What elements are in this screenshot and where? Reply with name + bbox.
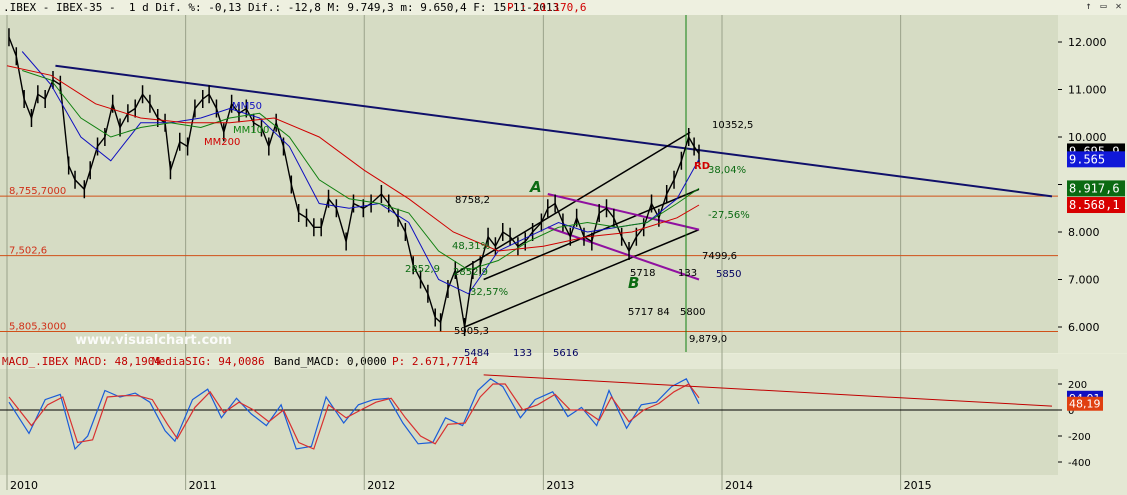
horizontal-level-label: 7,502,6	[9, 246, 47, 257]
macd-y-tick-label: -400	[1068, 458, 1091, 469]
chart-annotation: 5717	[628, 307, 653, 318]
chart-annotation: 5850	[716, 269, 741, 280]
macd-header-item: P: 2.671,7714	[392, 355, 479, 368]
macd-y-tick-label: -200	[1068, 432, 1091, 443]
chart-annotation: 5616	[553, 348, 578, 359]
macd-value-label: 48,19	[1069, 398, 1101, 411]
y-tick-label: 8.000	[1068, 226, 1100, 239]
macd-axis	[1058, 354, 1127, 475]
price-box-label: 9.565	[1069, 152, 1105, 166]
series-mm50-line[interactable]	[21, 51, 700, 295]
macd-header-item: MACD_.IBEX MACD: 48,1904	[2, 355, 161, 368]
y-tick-label: 10.000	[1068, 131, 1107, 144]
date-axis	[0, 475, 1127, 495]
chart-annotation: 133	[513, 348, 532, 359]
chart-header-text: .IBEX - IBEX-35 - 1 d Dif. %: -0,13 Dif.…	[3, 1, 560, 14]
flag-channel-line[interactable]	[547, 226, 700, 281]
macd-series-macd-line[interactable]	[8, 377, 700, 451]
long-term-trendline[interactable]	[55, 64, 1053, 198]
y-tick-label: 12.000	[1068, 36, 1107, 49]
x-tick-label: 2012	[367, 479, 395, 492]
price-box	[1067, 180, 1125, 197]
horizontal-level-label: 8,755,7000	[9, 186, 66, 197]
chart-annotation: 2852,9	[453, 267, 488, 278]
series-price-line[interactable]	[8, 37, 700, 328]
arrow-up-icon[interactable]: ↑	[1085, 1, 1092, 12]
macd-y-tick-label: 0	[1068, 406, 1074, 417]
chart-annotation: 38,04%	[708, 165, 746, 176]
macd-y-tick-label: 200	[1068, 380, 1087, 391]
macd-header: MACD_.IBEX MACD: 48,1904 MediaSIG: 94,008…	[0, 354, 1058, 369]
macd-header-item: Band_MACD: 0,0000	[274, 355, 387, 368]
flag-channel-line[interactable]	[547, 193, 700, 231]
chart-annotation: 9,879,0	[689, 334, 727, 345]
chart-header-pointer-value: P : 11.170,6	[507, 1, 587, 14]
chart-annotation: 133	[678, 268, 697, 279]
chart-annotation: 2852,9	[405, 264, 440, 275]
series-mm100-line[interactable]	[22, 70, 700, 271]
price-box-label: 8.917,6	[1069, 181, 1120, 195]
chart-annotation: RD	[694, 161, 710, 172]
chart-annotation: 5718	[630, 268, 655, 279]
close-icon[interactable]: ✕	[1115, 1, 1122, 12]
chart-annotation: B	[628, 274, 639, 292]
horizontal-level-label: 5,805,3000	[9, 322, 66, 333]
price-box-label: 8.568,1	[1069, 198, 1120, 212]
series-mm200-line[interactable]	[6, 65, 700, 252]
channel-line[interactable]	[452, 131, 691, 276]
chart-title-bar: .IBEX - IBEX-35 - 1 d Dif. %: -0,13 Dif.…	[0, 0, 1127, 16]
price-chart-panel[interactable]	[0, 15, 1058, 353]
x-tick-label: 2015	[904, 479, 932, 492]
chart-annotation: MM50	[232, 101, 262, 112]
price-box	[1067, 151, 1125, 168]
y-tick-label: 7.000	[1068, 274, 1100, 287]
chart-annotation: 10352,5	[712, 120, 753, 131]
chart-annotation: 8758,2	[455, 195, 490, 206]
chart-annotation: A	[529, 178, 542, 196]
chart-annotation: 7499,6	[702, 251, 737, 262]
chart-annotation: 32,57%	[470, 287, 508, 298]
chart-annotation: 48,31%	[452, 241, 490, 252]
macd-value-box	[1067, 396, 1103, 411]
macd-chart-panel[interactable]	[0, 369, 1058, 475]
chart-annotation: -27,56%	[708, 210, 750, 221]
y-tick-label: 6.000	[1068, 321, 1100, 334]
x-tick-label: 2010	[10, 479, 38, 492]
macd-series-mediasig-line[interactable]	[8, 383, 700, 450]
x-tick-label: 2013	[546, 479, 574, 492]
chart-annotation: 5484	[464, 348, 489, 359]
y-tick-label: 11.000	[1068, 84, 1107, 97]
chart-annotation: 5905,3	[454, 326, 489, 337]
watermark: www.visualchart.com	[75, 333, 232, 348]
price-box	[1067, 197, 1125, 214]
chart-annotation: 84	[657, 307, 670, 318]
chart-annotation: MM100	[233, 125, 269, 136]
macd-header-item: MediaSIG: 94,0086	[152, 355, 265, 368]
x-tick-label: 2011	[189, 479, 217, 492]
minimize-icon[interactable]: ▭	[1100, 1, 1107, 12]
x-tick-label: 2014	[725, 479, 753, 492]
chart-annotation: 5800	[680, 307, 705, 318]
channel-line[interactable]	[464, 228, 700, 328]
chart-annotation: MM200	[204, 137, 240, 148]
macd-trendline[interactable]	[483, 374, 1053, 407]
